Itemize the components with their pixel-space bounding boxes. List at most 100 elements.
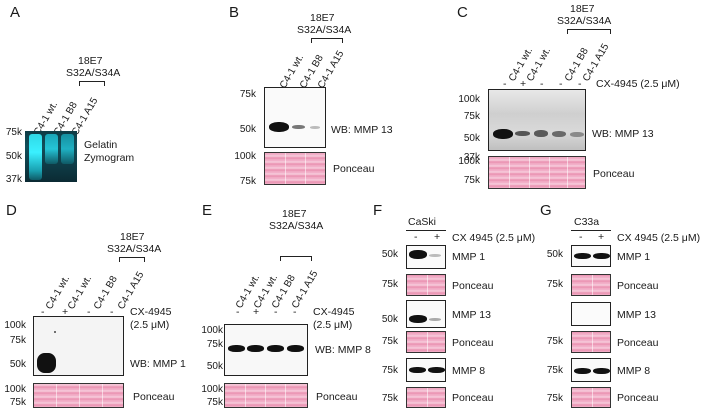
ponceau-label: Ponceau (316, 391, 358, 403)
treat-minus: - (87, 306, 91, 318)
zymo-lane-a15 (61, 134, 74, 164)
mw-75k: 75k (239, 89, 256, 100)
construct-label: 18E7 (78, 55, 103, 67)
mw-100k: 100k (458, 156, 480, 167)
ponceau-stain (571, 331, 611, 353)
blot-label: MMP 13 (452, 309, 491, 321)
band-cx (429, 254, 441, 257)
mw-100k: 100k (4, 320, 26, 331)
treat-minus: - (110, 306, 114, 318)
treat-minus: - (414, 231, 418, 243)
treat-minus: - (293, 306, 297, 318)
panel-letter-d: D (6, 202, 17, 219)
panel-letter-b: B (229, 4, 240, 21)
ponceau-label: Ponceau (593, 168, 635, 180)
cell-line-underline (406, 230, 446, 231)
mutant-bracket (311, 38, 343, 43)
mutant-bracket (119, 257, 145, 262)
treat-minus: - (236, 306, 240, 318)
mw-75k: 75k (239, 176, 256, 187)
band-1 (228, 345, 245, 352)
band-ctrl (409, 250, 427, 259)
panel-letter-a: A (10, 4, 21, 21)
mutant-label: S32A/S34A (107, 243, 162, 255)
mw-label: 50k (381, 249, 398, 260)
band-3 (267, 345, 284, 352)
band-wt-cx (515, 131, 530, 136)
cell-line-label: C33a (574, 216, 600, 228)
ponceau-label: Ponceau (333, 163, 375, 175)
blot-mmp8 (406, 358, 446, 382)
mutant-bracket (79, 81, 105, 86)
mw-label: 75k (546, 279, 563, 290)
blot-label: MMP 8 (452, 365, 486, 377)
treat-plus: + (253, 306, 260, 318)
lane-label-a15: C4-1 A15 (290, 268, 321, 311)
zymo-lane-wt (29, 134, 42, 180)
band-cx (593, 253, 610, 259)
cell-line-underline (571, 230, 611, 231)
panel-letter-g: G (540, 202, 552, 219)
mw-label: 75k (546, 393, 563, 404)
cx4945-conc: (2.5 μM) (313, 319, 353, 331)
treat-plus: + (598, 231, 605, 243)
mutant-label: S32A/S34A (269, 220, 324, 232)
construct-label: 18E7 (282, 208, 307, 220)
mw-50k: 50k (206, 361, 223, 372)
mutant-bracket (280, 256, 312, 261)
construct-label: 18E7 (120, 231, 145, 243)
blot-label: MMP 13 (617, 309, 656, 321)
zymogram-gel (25, 131, 77, 182)
blot-label: MMP 1 (617, 251, 651, 263)
blot-mmp13 (264, 87, 326, 148)
mw-75k: 75k (9, 397, 26, 408)
blot-label: MMP 1 (452, 251, 486, 263)
mw-50k: 50k (463, 133, 480, 144)
treat-plus: + (434, 231, 441, 243)
ponceau-stain (406, 331, 446, 353)
mutant-bracket (567, 29, 611, 34)
zymo-lane-b8 (45, 134, 58, 164)
cx4945-label: CX 4945 (2.5 μM) (452, 232, 536, 244)
cx4945-label: CX-4945 (2.5 μM) (596, 78, 680, 90)
mw-50k: 50k (239, 124, 256, 135)
band-4 (287, 345, 304, 352)
treat-minus: - (503, 78, 507, 90)
band-b8 (292, 125, 305, 129)
ponceau-stain (571, 387, 611, 408)
cx4945-label: CX-4945 (130, 306, 172, 318)
mw-label: 75k (381, 336, 398, 347)
mw-100k: 100k (234, 151, 256, 162)
mw-label: 75k (546, 336, 563, 347)
ponceau-stain (488, 156, 586, 189)
ponceau-stain (571, 274, 611, 296)
band-wt (269, 122, 289, 132)
cx4945-label: CX 4945 (2.5 μM) (617, 232, 701, 244)
blot-mmp8 (571, 358, 611, 382)
mw-label: 75k (381, 365, 398, 376)
blot-label: Ponceau (617, 392, 659, 404)
treat-plus: + (520, 78, 527, 90)
mw-75k: 75k (5, 127, 22, 138)
wb-label: WB: MMP 1 (130, 358, 186, 370)
treat-minus: - (274, 306, 278, 318)
mw-50k: 50k (5, 151, 22, 162)
band-ctrl (409, 367, 426, 373)
band-2 (247, 345, 264, 352)
gelatin-label: Gelatin (84, 139, 118, 151)
treat-minus: - (540, 78, 544, 90)
mw-75k: 75k (206, 397, 223, 408)
mw-label: 75k (546, 365, 563, 376)
mw-100k: 100k (4, 384, 26, 395)
mw-label: 75k (381, 393, 398, 404)
panel-letter-e: E (202, 202, 213, 219)
mw-75k: 75k (463, 175, 480, 186)
mutant-label: S32A/S34A (557, 15, 612, 27)
band-b8-cx (552, 131, 566, 137)
ponceau-stain (264, 152, 326, 185)
mw-37k: 37k (5, 174, 22, 185)
ponceau-stain (224, 383, 308, 408)
mw-100k: 100k (201, 325, 223, 336)
blot-mmp8 (224, 324, 308, 376)
ponceau-stain (33, 383, 124, 408)
